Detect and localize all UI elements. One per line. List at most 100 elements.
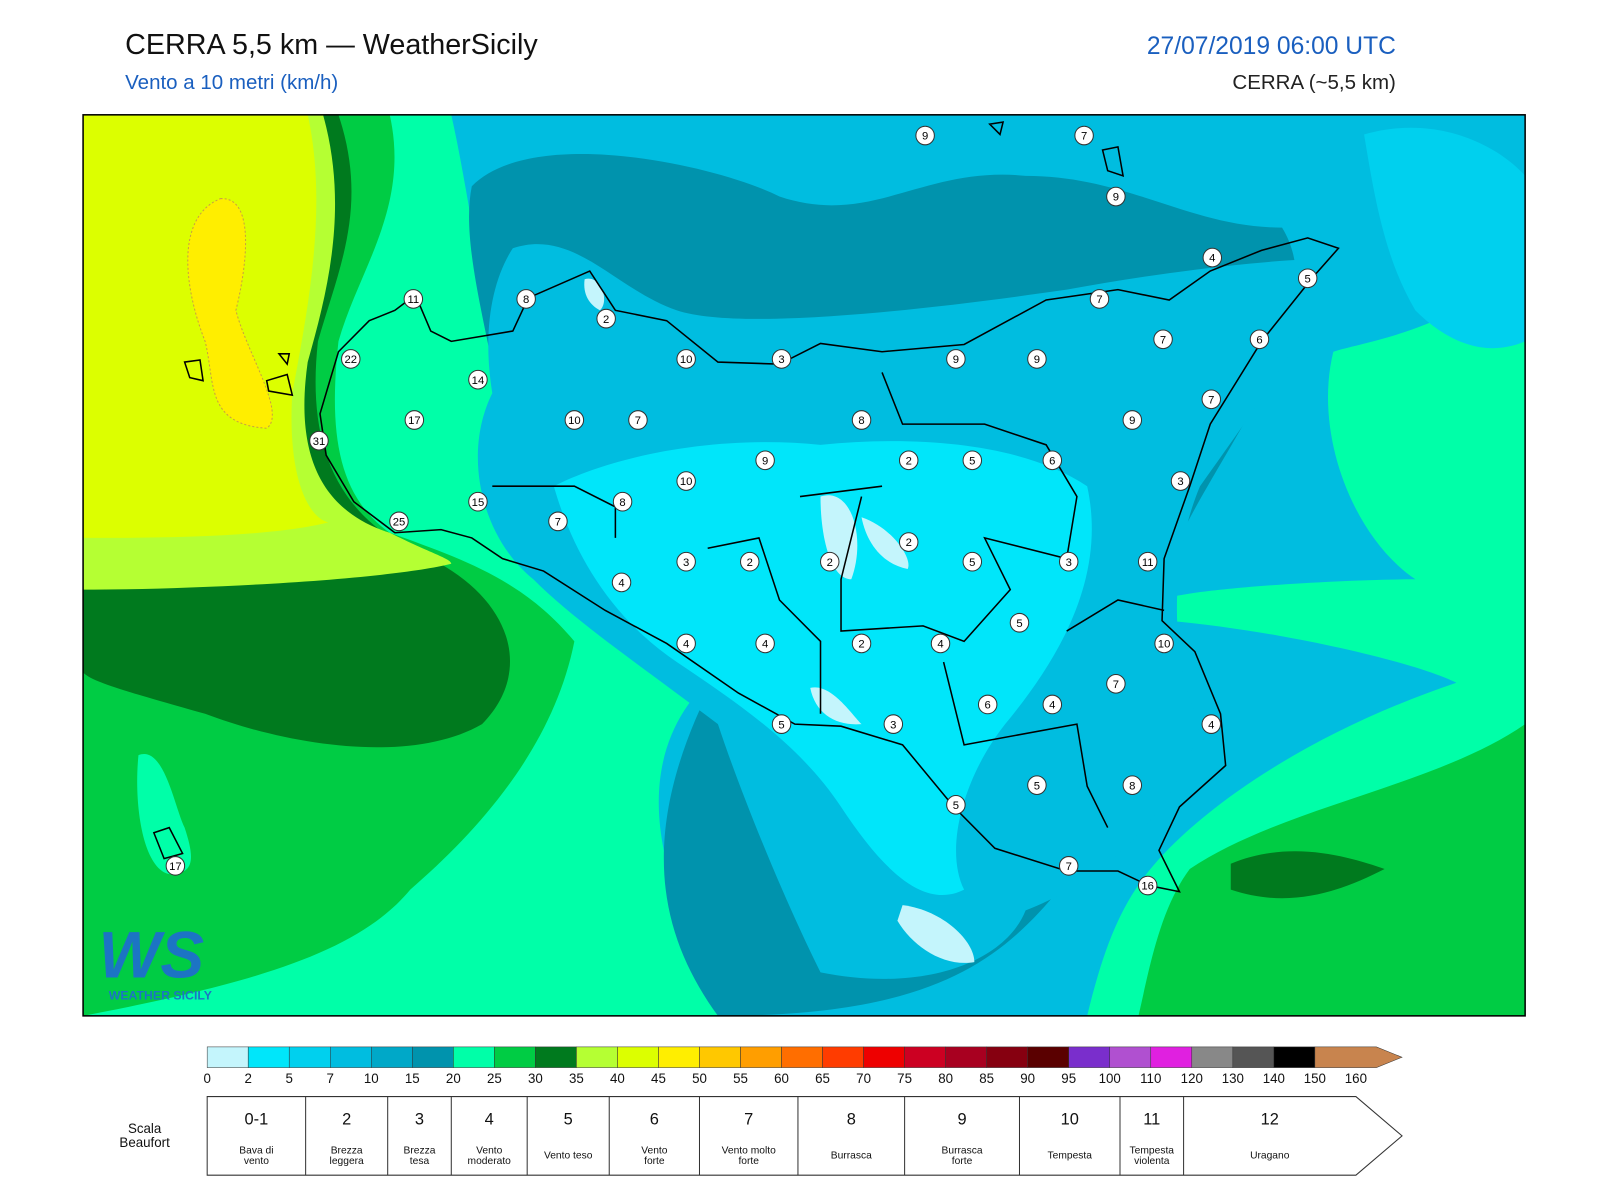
wind-label-marker: [771, 714, 792, 734]
wind-label-marker: [1089, 289, 1110, 309]
beaufort-force: 4: [485, 1110, 494, 1128]
colorbar-segment: [945, 1046, 987, 1068]
wind-label: 14: [472, 375, 485, 387]
wind-label: 2: [906, 537, 912, 549]
beaufort-force: 8: [847, 1110, 856, 1128]
wind-label-marker: [596, 308, 616, 329]
wind-label-marker: [1106, 186, 1126, 207]
wind-label-marker: [1153, 329, 1173, 350]
beaufort-description: tesa: [410, 1156, 430, 1167]
wind-label-marker: [1201, 714, 1222, 734]
wind-label: 22: [344, 354, 357, 366]
wind-label: 11: [407, 294, 419, 306]
wind-field: [83, 114, 1526, 1016]
wind-label: 10: [680, 476, 693, 488]
wind-label: 8: [523, 294, 529, 306]
colorbar-tick-label: 80: [938, 1071, 953, 1086]
beaufort-description: Burrasca: [942, 1145, 983, 1156]
beaufort-description: violenta: [1134, 1156, 1170, 1167]
colorbar-segment: [822, 1046, 864, 1068]
beaufort-description: leggera: [330, 1156, 364, 1167]
wind-label: 3: [1066, 557, 1072, 569]
wind-label: 17: [408, 415, 421, 427]
colorbar-segment: [863, 1046, 905, 1068]
colorbar-tick-label: 55: [733, 1071, 748, 1086]
colorbar-segment: [699, 1046, 741, 1068]
colorbar-segment: [535, 1046, 577, 1068]
wind-label-marker: [468, 369, 488, 390]
beaufort-description: Vento teso: [544, 1151, 593, 1162]
colorbar-segment: [329, 1046, 372, 1068]
wind-label-marker: [403, 289, 424, 309]
wind-label-marker: [1042, 450, 1063, 471]
wind-label: 4: [618, 578, 624, 590]
colorbar-segment: [576, 1046, 618, 1068]
wind-label-marker: [771, 349, 792, 369]
colorbar-segment: [206, 1046, 249, 1068]
wind-label: 7: [1096, 294, 1102, 306]
wind-label-marker: [468, 491, 488, 512]
wind-label-marker: [1027, 349, 1047, 369]
wind-label-marker: [548, 511, 568, 532]
wind-label: 7: [555, 516, 561, 528]
wind-label-marker: [755, 633, 775, 654]
wind-label-marker: [1122, 775, 1143, 795]
colorbar-tick-label: 30: [528, 1071, 543, 1086]
title: CERRA 5,5 km — WeatherSicily: [125, 29, 538, 61]
colorbar-segment: [494, 1046, 536, 1068]
colorbar-segment: [781, 1046, 823, 1068]
wind-label: 5: [969, 557, 975, 569]
beaufort-description: moderato: [468, 1156, 512, 1167]
wind-label: 5: [953, 800, 959, 812]
colorbar-tick-label: 10: [364, 1071, 379, 1086]
beaufort-force: 9: [957, 1110, 966, 1128]
wind-label: 3: [778, 354, 784, 366]
wind-label-marker: [851, 633, 872, 654]
beaufort-description: forte: [738, 1156, 759, 1167]
wind-label-marker: [676, 633, 696, 654]
wind-label-marker: [1027, 775, 1047, 795]
colorbar-tick-label: 65: [815, 1071, 830, 1086]
colorbar-tick-label: 120: [1181, 1071, 1203, 1086]
wind-label-marker: [611, 572, 632, 593]
wind-label: 9: [953, 354, 959, 366]
beaufort-description: Vento molto: [722, 1145, 776, 1156]
wind-label: 2: [827, 557, 833, 569]
colorbar-tick-label: 130: [1222, 1071, 1244, 1086]
wind-label: 16: [1141, 881, 1154, 893]
wind-label-marker: [755, 450, 775, 471]
wind-label: 5: [1016, 618, 1022, 630]
wind-label: 9: [762, 455, 768, 467]
wind-label: 4: [1208, 719, 1214, 731]
wind-label: 4: [937, 639, 943, 651]
colorbar-tick-label: 100: [1099, 1071, 1121, 1086]
wind-label: 11: [1142, 557, 1154, 569]
beaufort-description: Brezza: [404, 1145, 436, 1156]
colorbar-segment: [1191, 1046, 1234, 1068]
colorbar-tick-label: 95: [1061, 1071, 1076, 1086]
wind-label-marker: [930, 633, 951, 654]
colorbar-tick-label: 25: [487, 1071, 502, 1086]
wind-label: 3: [683, 557, 689, 569]
colorbar-segment: [1232, 1046, 1275, 1068]
beaufort-title: Beaufort: [119, 1135, 170, 1150]
beaufort-description: Vento: [641, 1145, 667, 1156]
wind-label: 5: [1305, 273, 1311, 285]
wind-label-marker: [915, 125, 935, 146]
beaufort-force: 3: [415, 1110, 424, 1128]
wind-label-marker: [564, 410, 585, 430]
colorbar-segment: [1027, 1046, 1069, 1068]
wind-label-marker: [1202, 247, 1223, 268]
colorbar-segment: [412, 1046, 454, 1068]
wind-label: 5: [969, 455, 975, 467]
wind-label-marker: [676, 471, 696, 491]
beaufort-title: Scala: [128, 1121, 162, 1136]
wind-label-marker: [1042, 694, 1063, 715]
wind-label: 9: [1129, 415, 1135, 427]
beaufort-force: 2: [342, 1110, 351, 1128]
wind-label-marker: [883, 714, 904, 734]
beaufort-force: 7: [744, 1110, 753, 1128]
colorbar-segment: [617, 1046, 659, 1068]
wind-label: 7: [1208, 394, 1214, 406]
